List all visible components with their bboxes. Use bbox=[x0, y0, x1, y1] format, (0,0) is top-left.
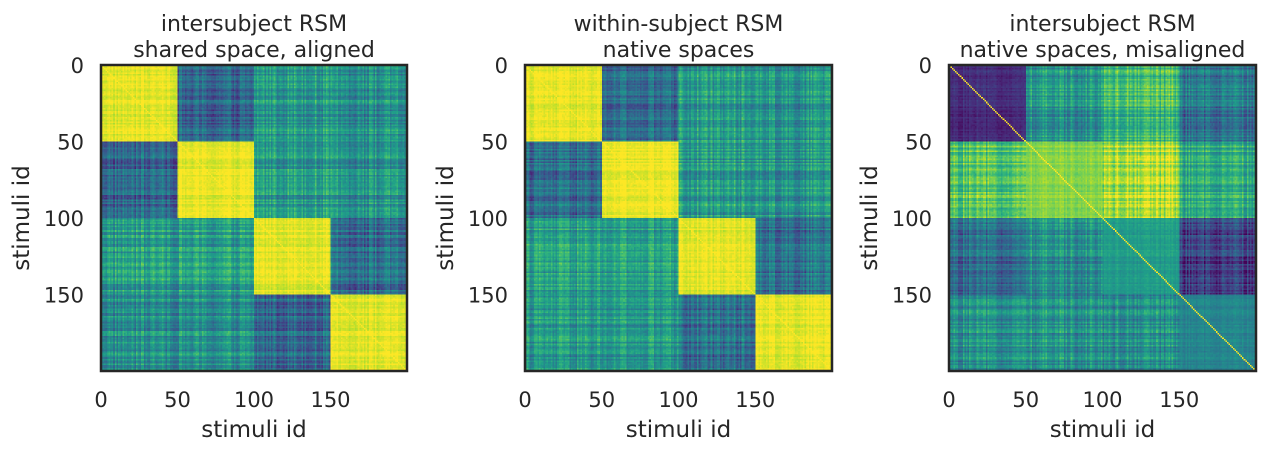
x-tick-label: 150 bbox=[310, 388, 350, 412]
x-tick-label: 0 bbox=[94, 388, 107, 412]
x-tick-label: 50 bbox=[1012, 388, 1039, 412]
heatmap-cells bbox=[101, 65, 407, 371]
y-tick-label: 50 bbox=[905, 131, 932, 155]
panel-2: within-subject RSM native spaces 0 50 100 150… bbox=[433, 12, 834, 443]
y-tick-label: 50 bbox=[481, 131, 508, 155]
y-axis-label: stimuli id bbox=[9, 165, 35, 270]
x-tick-label: 100 bbox=[1082, 388, 1122, 412]
y-tick-label: 100 bbox=[468, 207, 508, 231]
y-axis-label: stimuli id bbox=[433, 165, 459, 270]
axes-frame bbox=[947, 63, 1258, 373]
panel-1: intersubject RSM shared space, aligned 0 50… bbox=[9, 12, 409, 443]
chart-title: intersubject RSM native spaces, misaligne… bbox=[960, 12, 1246, 63]
y-axis-label: stimuli id bbox=[857, 165, 883, 270]
heatmap-cells bbox=[525, 65, 832, 371]
x-tick-label: 150 bbox=[735, 388, 775, 412]
axes-frame bbox=[523, 63, 834, 373]
heatmap-cells bbox=[949, 65, 1256, 371]
chart-title: within-subject RSM native spaces bbox=[574, 12, 784, 63]
x-axis-label: stimuli id bbox=[626, 417, 731, 443]
x-tick-label: 0 bbox=[942, 388, 955, 412]
y-tick-label: 100 bbox=[892, 207, 932, 231]
x-tick-label: 0 bbox=[518, 388, 531, 412]
y-tick-label: 150 bbox=[44, 284, 84, 308]
x-tick-label: 100 bbox=[234, 388, 274, 412]
x-axis-label: stimuli id bbox=[1050, 417, 1155, 443]
y-tick-label: 100 bbox=[44, 207, 84, 231]
x-tick-label: 50 bbox=[164, 388, 191, 412]
y-tick-label: 150 bbox=[468, 284, 508, 308]
y-tick-label: 0 bbox=[71, 54, 84, 78]
y-tick-label: 50 bbox=[57, 131, 84, 155]
x-axis-label: stimuli id bbox=[201, 417, 306, 443]
chart-title: intersubject RSM shared space, aligned bbox=[133, 12, 375, 63]
panel-3: intersubject RSM native spaces, misaligne… bbox=[857, 12, 1258, 443]
axes-frame bbox=[99, 63, 409, 373]
x-tick-label: 50 bbox=[588, 388, 615, 412]
y-tick-label: 0 bbox=[919, 54, 932, 78]
y-tick-label: 0 bbox=[495, 54, 508, 78]
x-tick-label: 100 bbox=[658, 388, 698, 412]
x-tick-label: 150 bbox=[1159, 388, 1199, 412]
y-tick-label: 150 bbox=[892, 284, 932, 308]
